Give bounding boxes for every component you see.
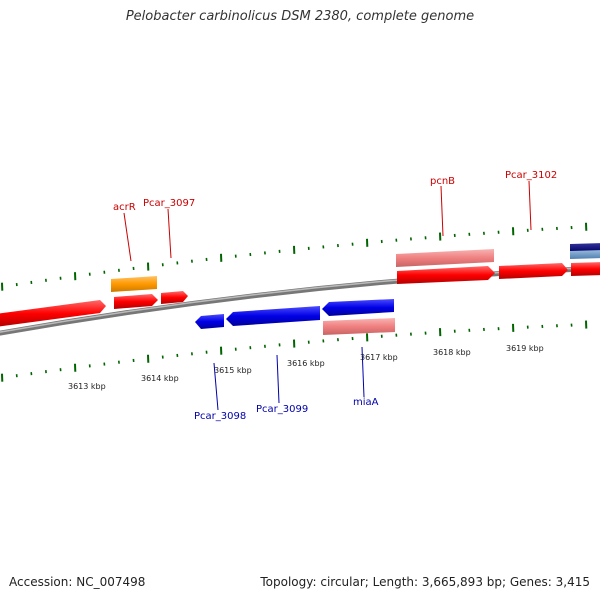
genome-summary-text: Topology: circular; Length: 3,665,893 bp… bbox=[260, 575, 590, 589]
gene-reverse-arrow[interactable] bbox=[195, 314, 224, 329]
callout-line bbox=[361, 346, 365, 398]
gene-forward-arrow[interactable] bbox=[0, 300, 106, 327]
gene-label-Pcar_3098[interactable]: Pcar_3098 bbox=[194, 411, 246, 422]
gene-forward-arrow[interactable] bbox=[571, 262, 600, 276]
gene-forward-arrow[interactable] bbox=[499, 263, 568, 279]
callout-line bbox=[276, 354, 280, 404]
scale-label-3618: 3618 kbp bbox=[433, 348, 471, 357]
gene-navy-box[interactable] bbox=[570, 243, 600, 252]
scale-label-3619: 3619 kbp bbox=[506, 344, 544, 353]
gene-label-miaA[interactable]: miaA bbox=[353, 397, 379, 408]
scale-label-3617: 3617 kbp bbox=[360, 353, 398, 362]
scale-label-3616: 3616 kbp bbox=[287, 359, 325, 368]
label-callouts bbox=[123, 180, 532, 411]
scale-label-3615: 3615 kbp bbox=[214, 366, 252, 375]
callout-line bbox=[123, 212, 132, 262]
gene-reverse-arrow[interactable] bbox=[226, 306, 320, 326]
gene-label-Pcar_3102[interactable]: Pcar_3102 bbox=[505, 170, 557, 181]
callout-line bbox=[528, 180, 532, 231]
gene-label-pcnB[interactable]: pcnB bbox=[430, 176, 455, 187]
callout-line bbox=[213, 362, 219, 411]
gene-miaA-box[interactable] bbox=[323, 318, 395, 335]
genome-title: Pelobacter carbinolicus DSM 2380, comple… bbox=[125, 9, 475, 24]
gene-pcnB-box[interactable] bbox=[396, 249, 494, 267]
accession-text: Accession: NC_007498 bbox=[9, 575, 146, 589]
gene-reverse-arrow[interactable] bbox=[322, 299, 394, 316]
gene-forward-arrow[interactable] bbox=[397, 266, 495, 284]
callout-line bbox=[167, 208, 172, 259]
scale-label-3614: 3614 kbp bbox=[141, 374, 179, 383]
gene-steelblue-box[interactable] bbox=[570, 250, 600, 259]
gene-acrR-box[interactable] bbox=[111, 276, 157, 292]
gene-label-acrR[interactable]: acrR bbox=[113, 202, 136, 213]
tick-track-upper bbox=[1, 222, 588, 291]
gene-forward-arrow[interactable] bbox=[114, 294, 158, 309]
tick-track-lower bbox=[1, 320, 588, 382]
gene-label-Pcar_3097[interactable]: Pcar_3097 bbox=[143, 198, 195, 209]
gene-forward-arrow[interactable] bbox=[161, 291, 188, 304]
scale-label-3613: 3613 kbp bbox=[68, 382, 106, 391]
callout-line bbox=[440, 185, 444, 237]
gene-label-Pcar_3099[interactable]: Pcar_3099 bbox=[256, 404, 308, 415]
